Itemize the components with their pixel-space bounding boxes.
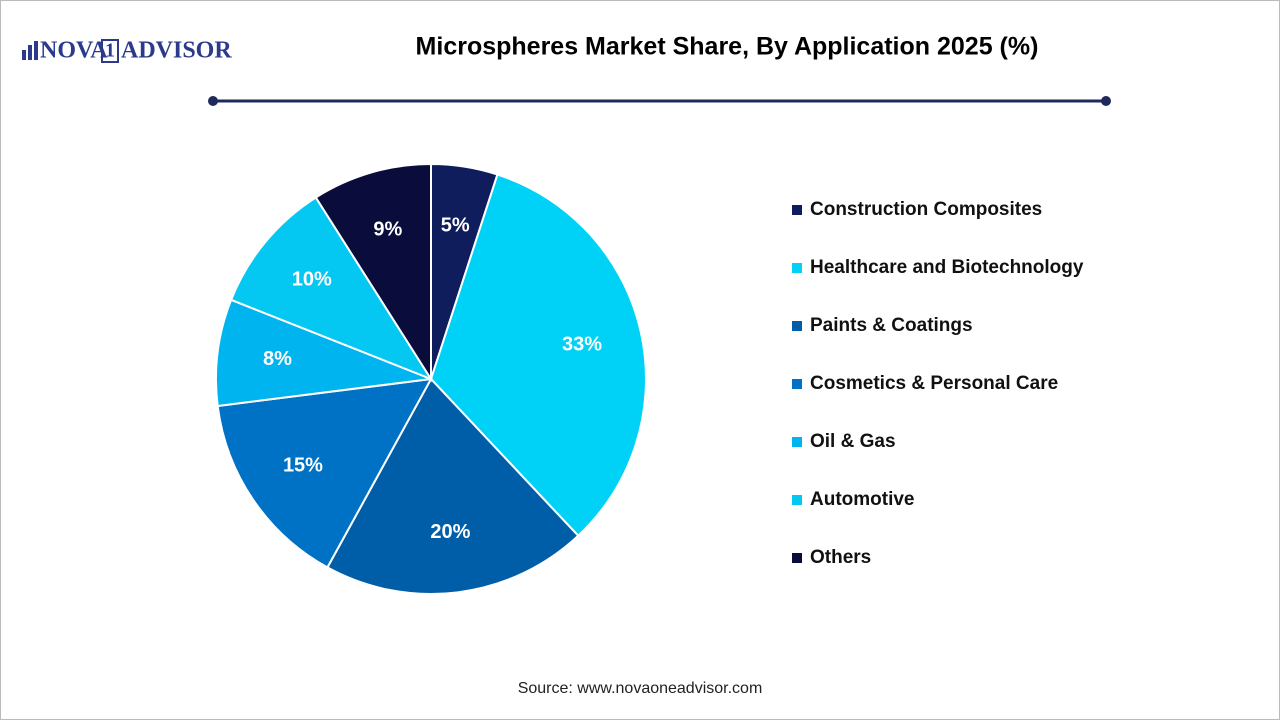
pie-slice — [229, 196, 434, 382]
legend-label: Healthcare and Biotechnology — [810, 257, 1084, 278]
logo: NOVA 1 ADVISOR — [22, 38, 232, 64]
legend-label: Construction Composites — [810, 199, 1042, 220]
pie-slice — [215, 298, 432, 408]
legend-swatch — [792, 495, 802, 505]
legend-label: Automotive — [810, 489, 915, 510]
legend-label: Others — [810, 547, 871, 568]
data-label: 15% — [283, 454, 323, 476]
logo-box — [101, 39, 119, 63]
pie-slice — [216, 377, 433, 569]
rule-dot — [1101, 96, 1111, 106]
pie-slice — [429, 173, 647, 538]
logo-text: 1 — [105, 40, 115, 62]
data-label: 9% — [373, 219, 402, 241]
logo-bar — [28, 45, 32, 60]
logo-bar — [22, 50, 26, 60]
source: Source: www.novaoneadvisor.com — [518, 680, 763, 697]
pie-slice — [326, 377, 580, 595]
legend-swatch — [792, 379, 802, 389]
legend-label: Oil & Gas — [810, 431, 896, 452]
legend-swatch — [792, 553, 802, 563]
data-label: 10% — [292, 269, 332, 291]
data-label: 5% — [441, 214, 470, 236]
data-label: 8% — [263, 348, 292, 370]
legend-label: Paints & Coatings — [810, 315, 973, 336]
data-label: 33% — [562, 334, 602, 356]
legend-swatch — [792, 205, 802, 215]
logo-text: ADVISOR — [121, 38, 232, 64]
logo-bar — [34, 41, 38, 60]
pie-slice — [314, 162, 432, 383]
rule-dot — [208, 96, 218, 106]
legend-swatch — [792, 321, 802, 331]
logo-text: NOVA — [40, 38, 108, 64]
legend-label: Cosmetics & Personal Care — [810, 373, 1058, 394]
chart-title: Microspheres Market Share, By Applicatio… — [416, 33, 1039, 61]
data-label: 20% — [430, 521, 470, 543]
legend-swatch — [792, 437, 802, 447]
legend-swatch — [792, 263, 802, 273]
